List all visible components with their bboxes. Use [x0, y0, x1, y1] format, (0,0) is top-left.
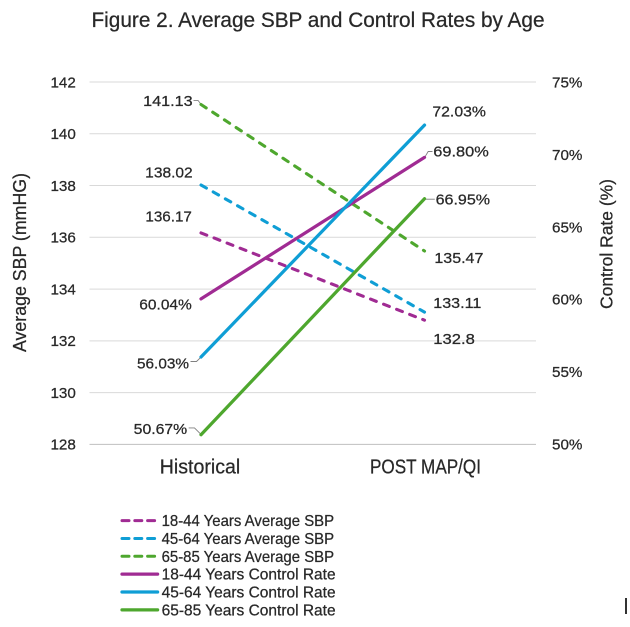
svg-text:136: 136: [50, 230, 75, 247]
svg-text:Historical: Historical: [160, 457, 241, 479]
svg-text:60%: 60%: [552, 292, 582, 309]
svg-text:128: 128: [50, 437, 75, 454]
svg-text:50.67%: 50.67%: [134, 421, 188, 438]
svg-text:132: 132: [50, 333, 75, 350]
svg-text:138: 138: [50, 178, 75, 195]
svg-text:66.95%: 66.95%: [436, 192, 491, 209]
svg-text:69.80%: 69.80%: [433, 143, 489, 160]
svg-text:65%: 65%: [552, 219, 582, 236]
svg-text:65-85 Years Control Rate: 65-85 Years Control Rate: [162, 602, 336, 619]
svg-text:18-44 Years Average SBP: 18-44 Years Average SBP: [162, 513, 335, 530]
svg-text:141.13: 141.13: [143, 93, 193, 110]
svg-text:75%: 75%: [552, 74, 582, 91]
svg-text:65-85 Years Average SBP: 65-85 Years Average SBP: [162, 549, 335, 566]
svg-text:132.8: 132.8: [433, 331, 475, 348]
svg-text:138.02: 138.02: [145, 165, 193, 182]
svg-text:140: 140: [50, 126, 75, 143]
svg-text:130: 130: [50, 385, 75, 402]
svg-text:134: 134: [50, 281, 75, 298]
svg-text:45-64 Years Average SBP: 45-64 Years Average SBP: [162, 531, 335, 548]
svg-text:142: 142: [50, 74, 75, 91]
svg-text:55%: 55%: [552, 364, 582, 381]
svg-text:18-44 Years Control Rate: 18-44 Years Control Rate: [162, 567, 336, 584]
svg-text:Figure 2. Average SBP and Cont: Figure 2. Average SBP and Control Rates …: [92, 9, 545, 32]
svg-text:133.11: 133.11: [433, 295, 481, 312]
svg-text:60.04%: 60.04%: [139, 296, 192, 313]
svg-text:136.17: 136.17: [145, 208, 192, 225]
svg-text:135.47: 135.47: [434, 250, 483, 267]
svg-text:45-64 Years Control Rate: 45-64 Years Control Rate: [162, 585, 336, 602]
svg-text:70%: 70%: [552, 147, 582, 164]
svg-text:POST MAP/QI: POST MAP/QI: [370, 457, 481, 479]
svg-text:Control Rate (%): Control Rate (%): [597, 179, 617, 309]
svg-text:56.03%: 56.03%: [137, 355, 189, 372]
svg-text:50%: 50%: [552, 437, 582, 454]
svg-text:72.03%: 72.03%: [432, 103, 486, 120]
svg-text:Average SBP (mmHG): Average SBP (mmHG): [10, 173, 30, 352]
